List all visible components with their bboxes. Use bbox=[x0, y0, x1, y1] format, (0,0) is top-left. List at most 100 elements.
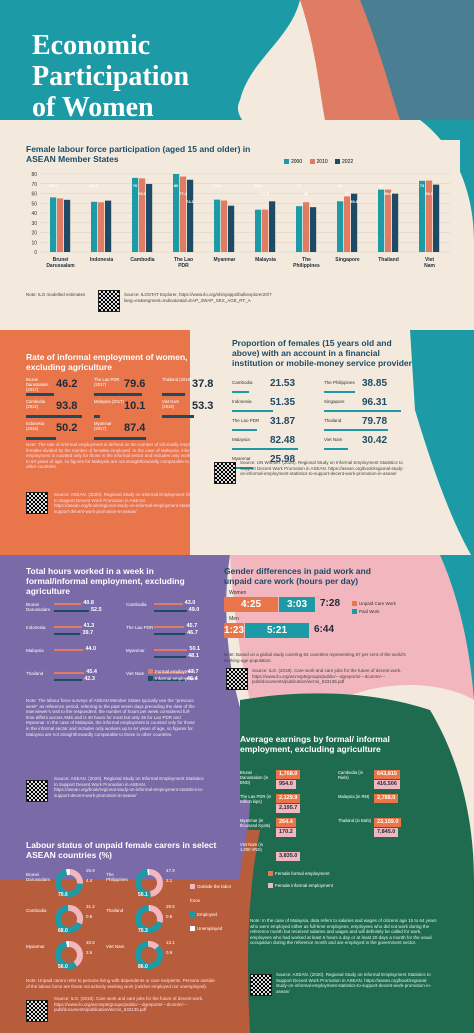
earnings-country: Brunei Darussalam (in BND) bbox=[240, 770, 269, 785]
hours-informal-value: 48.1 bbox=[188, 653, 199, 659]
qr-code bbox=[214, 462, 236, 484]
men-label: ♂ Men bbox=[224, 616, 239, 622]
data-label: 80 bbox=[174, 183, 179, 188]
legend-swatch-female-formal bbox=[268, 871, 273, 877]
bar-2010 bbox=[344, 196, 351, 252]
earnings-country: The Lao PDR (in million kips) bbox=[240, 794, 272, 804]
earnings-country: Myanmar (in thousand Kyats) bbox=[240, 818, 271, 828]
informal-rate-country: Indonesia (2018) bbox=[26, 421, 45, 431]
account-country: Malaysia bbox=[232, 437, 250, 442]
earnings-informal: 170.2 bbox=[276, 828, 296, 837]
carer-value-outside: 40.5 bbox=[86, 940, 95, 945]
legend-label-employed: Employed bbox=[197, 912, 218, 917]
informal-rate-item: Cambodia (2012) 93.8 bbox=[26, 399, 90, 419]
account-country: The Philippines bbox=[324, 380, 355, 385]
carer-item: Cambodia 31.2 0.8 68.0 bbox=[26, 902, 104, 936]
qr-code bbox=[98, 290, 120, 312]
informal-rate-bar bbox=[26, 437, 57, 440]
hours-formal-value: 45.7 bbox=[186, 623, 198, 629]
x-tick-label: Malaysia bbox=[255, 257, 276, 263]
donut-slice bbox=[135, 869, 151, 897]
legend-swatch-female-informal bbox=[268, 883, 273, 889]
page-title: Economic Participation of Women bbox=[32, 30, 190, 123]
informal-rate-item: Myanmar (2017) 87.4 bbox=[94, 421, 158, 441]
bar-2022 bbox=[351, 193, 358, 252]
account-bar bbox=[324, 429, 388, 431]
carer-value-outside: 25.9 bbox=[86, 868, 95, 873]
data-label: 69.1 bbox=[425, 191, 434, 196]
informal-rate-country: Malaysia (2017) bbox=[94, 399, 124, 404]
informal-rate-country: Thailand (2018) bbox=[162, 377, 192, 382]
qr-code bbox=[226, 668, 248, 690]
account-item: The Lao PDR 31.87 bbox=[232, 416, 320, 433]
hours-item: Viet Nam 47.7 46.4 bbox=[126, 669, 222, 689]
account-item: Indonesia 51.35 bbox=[232, 397, 320, 414]
carers-grid: Brunei Darussalam 25.9 4.4 70.6 The Philippi… bbox=[26, 866, 206, 974]
bar-2010 bbox=[139, 178, 146, 252]
legend-swatch-2010 bbox=[309, 159, 315, 165]
hours-informal-bar bbox=[154, 610, 187, 612]
hours-formal-value: 40.8 bbox=[83, 600, 94, 606]
y-tick-label: 50 bbox=[31, 201, 37, 207]
hours-formal-bar bbox=[154, 626, 185, 628]
hours-country: Thailand bbox=[26, 671, 44, 676]
bar-2010 bbox=[262, 209, 269, 252]
informal-rate-bar bbox=[162, 415, 194, 418]
data-label: 76 bbox=[133, 183, 138, 188]
legend-label-2022: 2022 bbox=[342, 159, 354, 165]
chart-legend: 2000 2010 2022 bbox=[284, 159, 353, 165]
carer-value-unemployed: 0.8 bbox=[166, 914, 173, 919]
account-bar bbox=[324, 448, 349, 450]
account-country: Singapore bbox=[324, 399, 345, 404]
hours-informal-bar bbox=[154, 679, 185, 681]
informal-rate-value: 37.8 bbox=[192, 378, 214, 390]
hours-country: Cambodia bbox=[126, 602, 147, 607]
earnings-formal: 2,129.9 bbox=[276, 794, 301, 803]
account-value: 31.87 bbox=[270, 416, 296, 427]
bar-2000 bbox=[255, 209, 262, 252]
carer-value-unemployed: 3.5 bbox=[86, 950, 93, 955]
earnings-item: Cambodia (in Riels) 643,815 416,506 bbox=[338, 770, 434, 792]
men-unpaid-bar: 1:23 bbox=[224, 623, 245, 638]
earnings-item: The Lao PDR (in million kips) 2,129.9 2,19… bbox=[240, 794, 336, 816]
bar-2000 bbox=[173, 174, 180, 252]
qr-code bbox=[26, 780, 48, 802]
carer-country: Brunei Darussalam bbox=[26, 872, 51, 882]
hours-informal-value: 39.7 bbox=[82, 630, 94, 636]
x-tick-label: Darussalam bbox=[46, 263, 75, 269]
hours-country: Indonesia bbox=[26, 625, 46, 630]
donut-slice bbox=[68, 941, 83, 967]
hours-item: Malaysia 44.0 bbox=[26, 646, 122, 666]
x-tick-label: Nam bbox=[424, 263, 435, 269]
account-bar bbox=[232, 448, 298, 450]
paid-unpaid-note: Note: Based on a global study covering 6… bbox=[224, 652, 406, 663]
informal-rate-bar bbox=[26, 393, 54, 396]
hours-formal-value: 43.0 bbox=[184, 600, 196, 606]
account-value: 25.98 bbox=[270, 454, 296, 465]
carers-title: Labour status of unpaid female carers in… bbox=[26, 840, 217, 860]
x-tick-label: PDR bbox=[178, 263, 189, 269]
hours-formal-value: 41.3 bbox=[83, 623, 95, 629]
hours-item: Brunei Darussalam 40.8 52.5 bbox=[26, 600, 122, 620]
bar-2022 bbox=[64, 199, 71, 252]
bar-2022 bbox=[433, 184, 440, 252]
carer-item: Brunei Darussalam 25.9 4.4 70.6 bbox=[26, 866, 104, 900]
data-label: 52 bbox=[338, 183, 343, 188]
earnings-formal: 643,815 bbox=[374, 770, 400, 779]
bar-2010 bbox=[221, 200, 228, 252]
hours-item: The Lao PDR 45.7 46.7 bbox=[126, 623, 222, 643]
bar-2000 bbox=[214, 199, 221, 252]
informal-rate-country: Viet Nam (2016) bbox=[162, 399, 180, 409]
earnings-country: Cambodia (in Riels) bbox=[338, 770, 363, 780]
earnings-item: Viet Nam (in 1,000 VND) 3,835.0 bbox=[240, 842, 336, 864]
carer-value-unemployed: 0.9 bbox=[166, 950, 173, 955]
hours-country: Myanmar bbox=[126, 648, 145, 653]
paid-unpaid-legend: Unpaid Care Work Paid Work bbox=[352, 600, 396, 616]
hours-formal-bar bbox=[154, 649, 188, 651]
women-total: 7:28 bbox=[320, 598, 341, 609]
informal-rate-value: 93.8 bbox=[56, 400, 78, 412]
legend-label-formal: Formal employment bbox=[155, 669, 195, 674]
earnings-grid: Brunei Darussalam (in BND) 1,768.0 954.0 Ca… bbox=[240, 770, 440, 886]
informal-rate-value: 87.4 bbox=[124, 422, 146, 434]
